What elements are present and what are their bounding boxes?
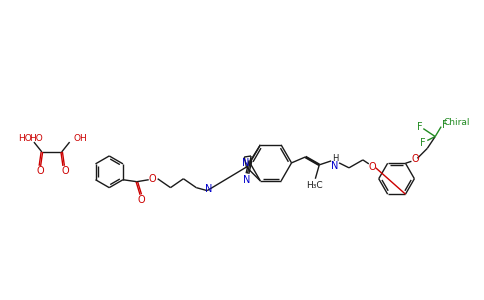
Text: N: N xyxy=(206,184,213,194)
Text: N: N xyxy=(243,175,250,184)
Text: O: O xyxy=(149,174,156,184)
Text: O: O xyxy=(62,166,70,176)
Text: F: F xyxy=(421,139,426,148)
Text: N: N xyxy=(332,161,339,171)
Text: Chiral: Chiral xyxy=(444,118,470,127)
Text: F: F xyxy=(417,122,422,132)
Text: N: N xyxy=(242,158,249,168)
Text: H: H xyxy=(332,154,338,164)
Text: O: O xyxy=(411,154,419,164)
Text: O: O xyxy=(36,166,44,176)
Text: HO: HO xyxy=(29,134,43,142)
Text: OH: OH xyxy=(74,134,87,142)
Text: F: F xyxy=(442,120,448,130)
Text: HO: HO xyxy=(18,134,32,142)
Text: O: O xyxy=(138,194,146,205)
Text: H₃C: H₃C xyxy=(306,181,323,190)
Text: O: O xyxy=(369,162,377,172)
